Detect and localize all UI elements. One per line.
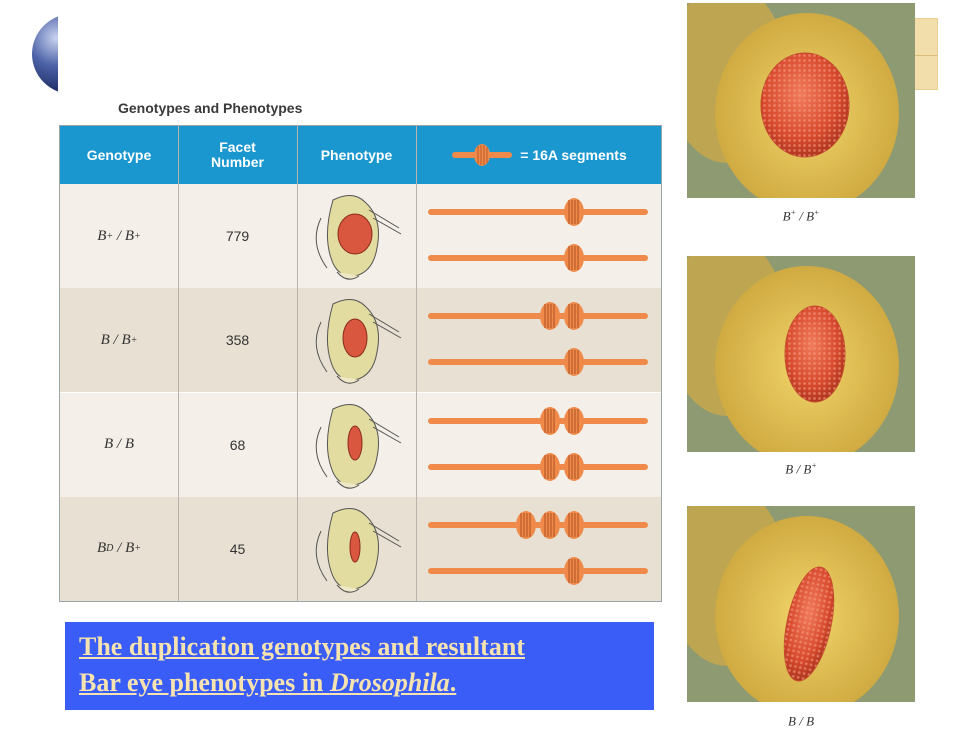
caption-line-2: Bar eye phenotypes in Drosophila. <box>79 668 457 697</box>
segments-legend-text: = 16A segments <box>520 146 627 163</box>
chromosome-line <box>428 313 648 320</box>
16a-segment <box>540 510 560 539</box>
table-header: Genotype Facet Number Phenotype = 16A se… <box>60 126 661 184</box>
chromosome-line <box>428 521 648 528</box>
chromosome-line <box>428 417 648 424</box>
table-row: B / B 68 <box>60 392 661 497</box>
fly-eye-photo <box>687 256 915 452</box>
header-facet-number: Facet Number <box>178 126 297 184</box>
chromosome-line <box>428 463 648 470</box>
fly-eye-photo <box>687 506 915 702</box>
header-genotype: Genotype <box>86 146 152 163</box>
genotype-table: Genotype Facet Number Phenotype = 16A se… <box>59 125 662 602</box>
chromosome-line <box>428 359 648 366</box>
chromosome-line <box>428 209 648 215</box>
facet-number-cell: 779 <box>225 228 250 244</box>
header-segments-legend: = 16A segments <box>416 126 661 184</box>
chromosome-line <box>428 567 648 574</box>
caption-box: The duplication genotypes and resultant … <box>65 622 654 710</box>
photo-genotype-label: B / B+ <box>785 461 817 477</box>
16a-segment <box>564 452 584 481</box>
table-title: Genotypes and Phenotypes <box>118 100 303 116</box>
16a-segment <box>564 198 584 226</box>
chromosome-line <box>428 255 648 261</box>
fly-head-drawing <box>315 299 402 384</box>
16a-segment <box>516 510 536 539</box>
chromosome-diagram <box>428 198 648 272</box>
16a-segment <box>564 348 584 377</box>
chromosome-diagram <box>428 302 648 377</box>
facet-number-cell: 68 <box>229 436 246 453</box>
photo-genotype-label: B / B <box>787 713 815 729</box>
table-row: B + / B + 779 <box>60 184 661 288</box>
facet-number-cell: 45 <box>229 540 246 557</box>
chromosome-diagram <box>428 510 648 585</box>
fly-head-drawing <box>315 403 402 489</box>
16a-segment <box>564 556 584 585</box>
header-phenotype: Phenotype <box>320 146 393 163</box>
segment-legend-icon <box>452 144 513 166</box>
table-row: B / B + 358 <box>60 288 661 393</box>
16a-segment <box>540 406 560 435</box>
chromosome-diagram <box>428 406 648 481</box>
16a-segment <box>540 452 560 481</box>
decorative-globe <box>32 14 90 94</box>
16a-segment <box>564 406 584 435</box>
caption-species: Drosophila <box>329 668 450 697</box>
decorative-block <box>914 18 938 90</box>
header-facet-line1: Facet <box>219 139 256 155</box>
16a-segment <box>540 302 560 331</box>
photo-genotype-label: B+ / B+ <box>782 208 820 224</box>
16a-segment <box>564 244 584 272</box>
16a-segment <box>564 510 584 539</box>
caption-line-1: The duplication genotypes and resultant <box>79 632 525 661</box>
genotype-cell: B / B + <box>100 331 138 348</box>
fly-eye-photo <box>687 3 915 198</box>
header-facet-line2: Number <box>211 154 264 170</box>
16a-segment <box>564 302 584 331</box>
genotype-cell: B / B <box>103 436 134 452</box>
facet-number-cell: 358 <box>225 332 250 349</box>
genotype-cell: B + / B + <box>97 227 141 244</box>
fly-head-drawing <box>315 195 402 280</box>
fly-head-drawing <box>315 507 402 593</box>
